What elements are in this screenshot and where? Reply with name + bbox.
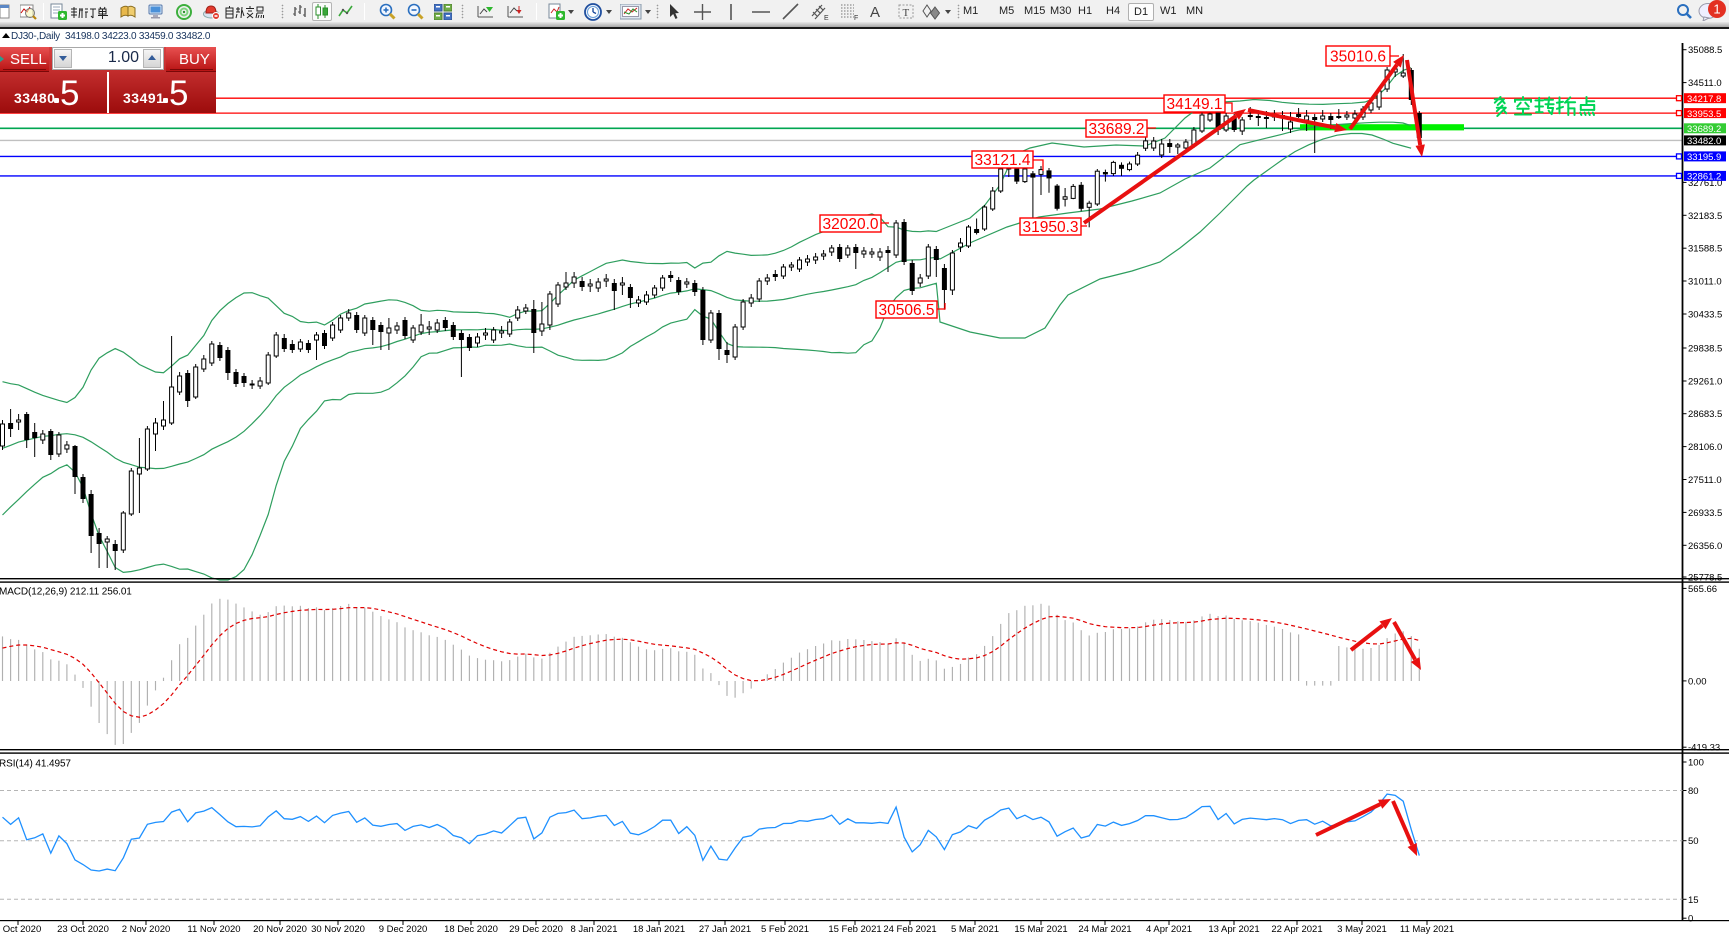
svg-text:0: 0 [1688,914,1693,925]
svg-text:T: T [903,7,910,19]
svg-text:15 Mar 2021: 15 Mar 2021 [1014,924,1067,935]
svg-text:18 Jan 2021: 18 Jan 2021 [633,924,685,935]
svg-text:34511.0: 34511.0 [1688,78,1722,89]
svg-text:22 Apr 2021: 22 Apr 2021 [1271,924,1322,935]
svg-text:32861.2: 32861.2 [1687,172,1721,183]
svg-text:0.00: 0.00 [1688,676,1707,687]
svg-text:3 May 2021: 3 May 2021 [1337,924,1387,935]
svg-text:15 Feb 2021: 15 Feb 2021 [828,924,881,935]
svg-text:15: 15 [1688,895,1699,906]
svg-text:33689.2: 33689.2 [1687,124,1721,135]
svg-text:32761.0: 32761.0 [1688,178,1722,189]
svg-text:35010.6: 35010.6 [1330,49,1386,66]
svg-text:25778.5: 25778.5 [1688,573,1722,584]
svg-text:32020.0: 32020.0 [822,216,878,233]
svg-text:E: E [824,15,829,21]
svg-text:4 Oct 2020: 4 Oct 2020 [0,924,41,935]
svg-text:33953.5: 33953.5 [1687,109,1721,120]
svg-text:4 Apr 2021: 4 Apr 2021 [1146,924,1192,935]
svg-text:18 Dec 2020: 18 Dec 2020 [444,924,498,935]
svg-text:29 Dec 2020: 29 Dec 2020 [509,924,563,935]
svg-text:11 Nov 2020: 11 Nov 2020 [187,924,240,935]
svg-text:30433.5: 30433.5 [1688,310,1722,321]
svg-text:-419.33: -419.33 [1688,743,1720,754]
svg-text:34149.1: 34149.1 [1166,96,1222,113]
svg-text:5 Feb 2021: 5 Feb 2021 [761,924,809,935]
svg-text:24 Mar 2021: 24 Mar 2021 [1078,924,1131,935]
svg-text:27 Jan 2021: 27 Jan 2021 [699,924,751,935]
svg-text:9 Dec 2020: 9 Dec 2020 [379,924,428,935]
svg-text:80: 80 [1688,786,1699,797]
svg-text:33482.0: 33482.0 [1687,136,1721,147]
svg-text:34217.8: 34217.8 [1687,94,1721,105]
svg-text:31588.5: 31588.5 [1688,244,1722,255]
svg-text:20 Nov 2020: 20 Nov 2020 [253,924,307,935]
svg-text:23 Oct 2020: 23 Oct 2020 [57,924,109,935]
svg-text:RSI(14) 41.4957: RSI(14) 41.4957 [0,759,71,770]
svg-text:F: F [854,15,858,21]
svg-text:35088.5: 35088.5 [1688,45,1722,56]
svg-text:33121.4: 33121.4 [974,152,1030,169]
svg-text:30 Nov 2020: 30 Nov 2020 [311,924,365,935]
svg-text:28683.5: 28683.5 [1688,409,1722,420]
svg-text:30506.5: 30506.5 [878,302,934,319]
svg-text:29838.5: 29838.5 [1688,344,1722,355]
svg-text:2 Nov 2020: 2 Nov 2020 [122,924,171,935]
svg-text:31011.0: 31011.0 [1688,277,1722,288]
svg-text:29261.0: 29261.0 [1688,377,1722,388]
svg-text:565.66: 565.66 [1688,584,1717,595]
svg-text:8 Jan 2021: 8 Jan 2021 [570,924,617,935]
svg-text:33195.9: 33195.9 [1687,152,1721,163]
svg-text:11 May 2021: 11 May 2021 [1400,924,1454,935]
svg-text:100: 100 [1688,758,1704,769]
svg-text:13 Apr 2021: 13 Apr 2021 [1208,924,1259,935]
svg-text:31950.3: 31950.3 [1022,219,1078,236]
svg-text:26933.5: 26933.5 [1688,508,1722,519]
svg-text:32183.5: 32183.5 [1688,211,1722,222]
svg-text:26356.0: 26356.0 [1688,541,1722,552]
svg-text:5 Mar 2021: 5 Mar 2021 [951,924,999,935]
svg-text:33689.2: 33689.2 [1088,121,1144,138]
svg-text:1: 1 [1713,2,1720,17]
svg-text:50: 50 [1688,836,1699,847]
svg-text:27511.0: 27511.0 [1688,475,1722,486]
svg-text:28106.0: 28106.0 [1688,442,1722,453]
svg-text:MACD(12,26,9) 212.11 256.01: MACD(12,26,9) 212.11 256.01 [0,587,132,598]
svg-text:24 Feb 2021: 24 Feb 2021 [883,924,936,935]
